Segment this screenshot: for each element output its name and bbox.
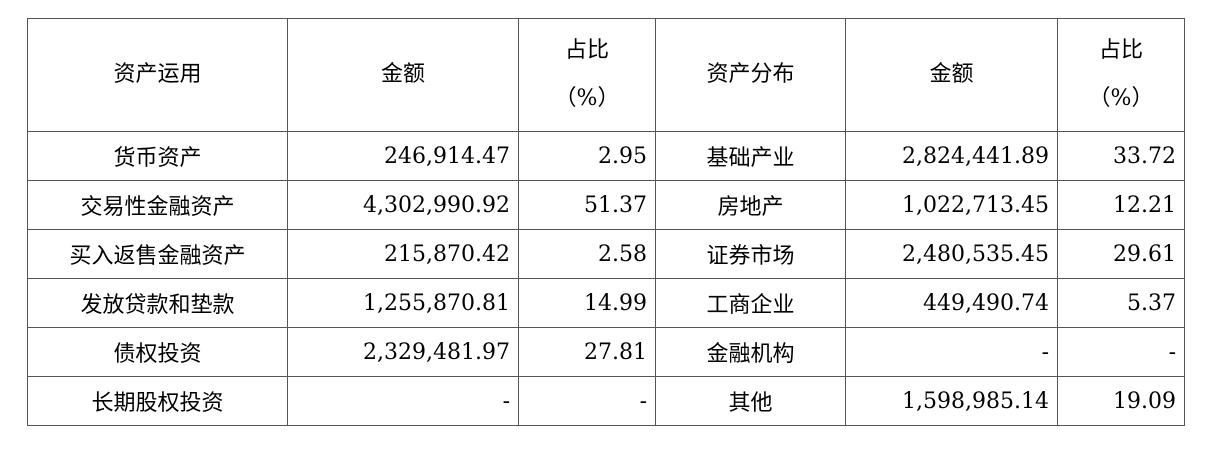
header-ratio: 占比 （%）	[1057, 18, 1185, 132]
cell-amount2: 2,824,441.89	[845, 131, 1058, 181]
cell-ratio2: 19.09	[1057, 376, 1185, 426]
table-row: 长期股权投资 - - 其他 1,598,985.14 19.09	[27, 376, 1185, 426]
header-usage: 资产运用	[27, 18, 288, 132]
cell-amount2: 1,022,713.45	[845, 180, 1058, 230]
cell-amount2: 2,480,535.45	[845, 229, 1058, 279]
cell-amount1: 246,914.47	[287, 131, 519, 181]
cell-ratio1: 2.95	[518, 131, 656, 181]
cell-usage: 债权投资	[27, 327, 288, 377]
cell-distribution: 基础产业	[655, 131, 846, 181]
cell-amount2: 1,598,985.14	[845, 376, 1058, 426]
header-ratio: 占比 （%）	[518, 18, 656, 132]
cell-distribution: 证券市场	[655, 229, 846, 279]
cell-ratio2: -	[1057, 327, 1185, 377]
cell-ratio1: 2.58	[518, 229, 656, 279]
cell-distribution: 房地产	[655, 180, 846, 230]
cell-usage: 长期股权投资	[27, 376, 288, 426]
cell-amount1: -	[287, 376, 519, 426]
table-row: 债权投资 2,329,481.97 27.81 金融机构 - -	[27, 327, 1185, 377]
cell-amount1: 2,329,481.97	[287, 327, 519, 377]
cell-ratio1: 14.99	[518, 278, 656, 328]
cell-amount2: -	[845, 327, 1058, 377]
asset-table: 资产运用 金额 占比 （%） 资产分布 金额 占比 （%） 货币资产 246,914.…	[27, 18, 1185, 426]
cell-distribution: 工商企业	[655, 278, 846, 328]
cell-ratio2: 29.61	[1057, 229, 1185, 279]
cell-ratio2: 5.37	[1057, 278, 1185, 328]
header-amount: 金额	[287, 18, 519, 132]
cell-ratio2: 33.72	[1057, 131, 1185, 181]
cell-amount2: 449,490.74	[845, 278, 1058, 328]
cell-ratio1: 51.37	[518, 180, 656, 230]
table-row: 交易性金融资产 4,302,990.92 51.37 房地产 1,022,713.45 1…	[27, 180, 1185, 230]
table-row: 货币资产 246,914.47 2.95 基础产业 2,824,441.89 33.72	[27, 131, 1185, 181]
cell-amount1: 215,870.42	[287, 229, 519, 279]
cell-ratio2: 12.21	[1057, 180, 1185, 230]
table-row: 发放贷款和垫款 1,255,870.81 14.99 工商企业 449,490.74 5.…	[27, 278, 1185, 328]
cell-ratio1: 27.81	[518, 327, 656, 377]
header-amount: 金额	[845, 18, 1058, 132]
cell-amount1: 4,302,990.92	[287, 180, 519, 230]
table-row: 买入返售金融资产 215,870.42 2.58 证券市场 2,480,535.45 29…	[27, 229, 1185, 279]
cell-usage: 买入返售金融资产	[27, 229, 288, 279]
cell-distribution: 其他	[655, 376, 846, 426]
cell-ratio1: -	[518, 376, 656, 426]
cell-amount1: 1,255,870.81	[287, 278, 519, 328]
header-distribution: 资产分布	[655, 18, 846, 132]
cell-usage: 交易性金融资产	[27, 180, 288, 230]
cell-distribution: 金融机构	[655, 327, 846, 377]
cell-usage: 发放贷款和垫款	[27, 278, 288, 328]
cell-usage: 货币资产	[27, 131, 288, 181]
header-row: 资产运用 金额 占比 （%） 资产分布 金额 占比 （%）	[27, 18, 1185, 132]
